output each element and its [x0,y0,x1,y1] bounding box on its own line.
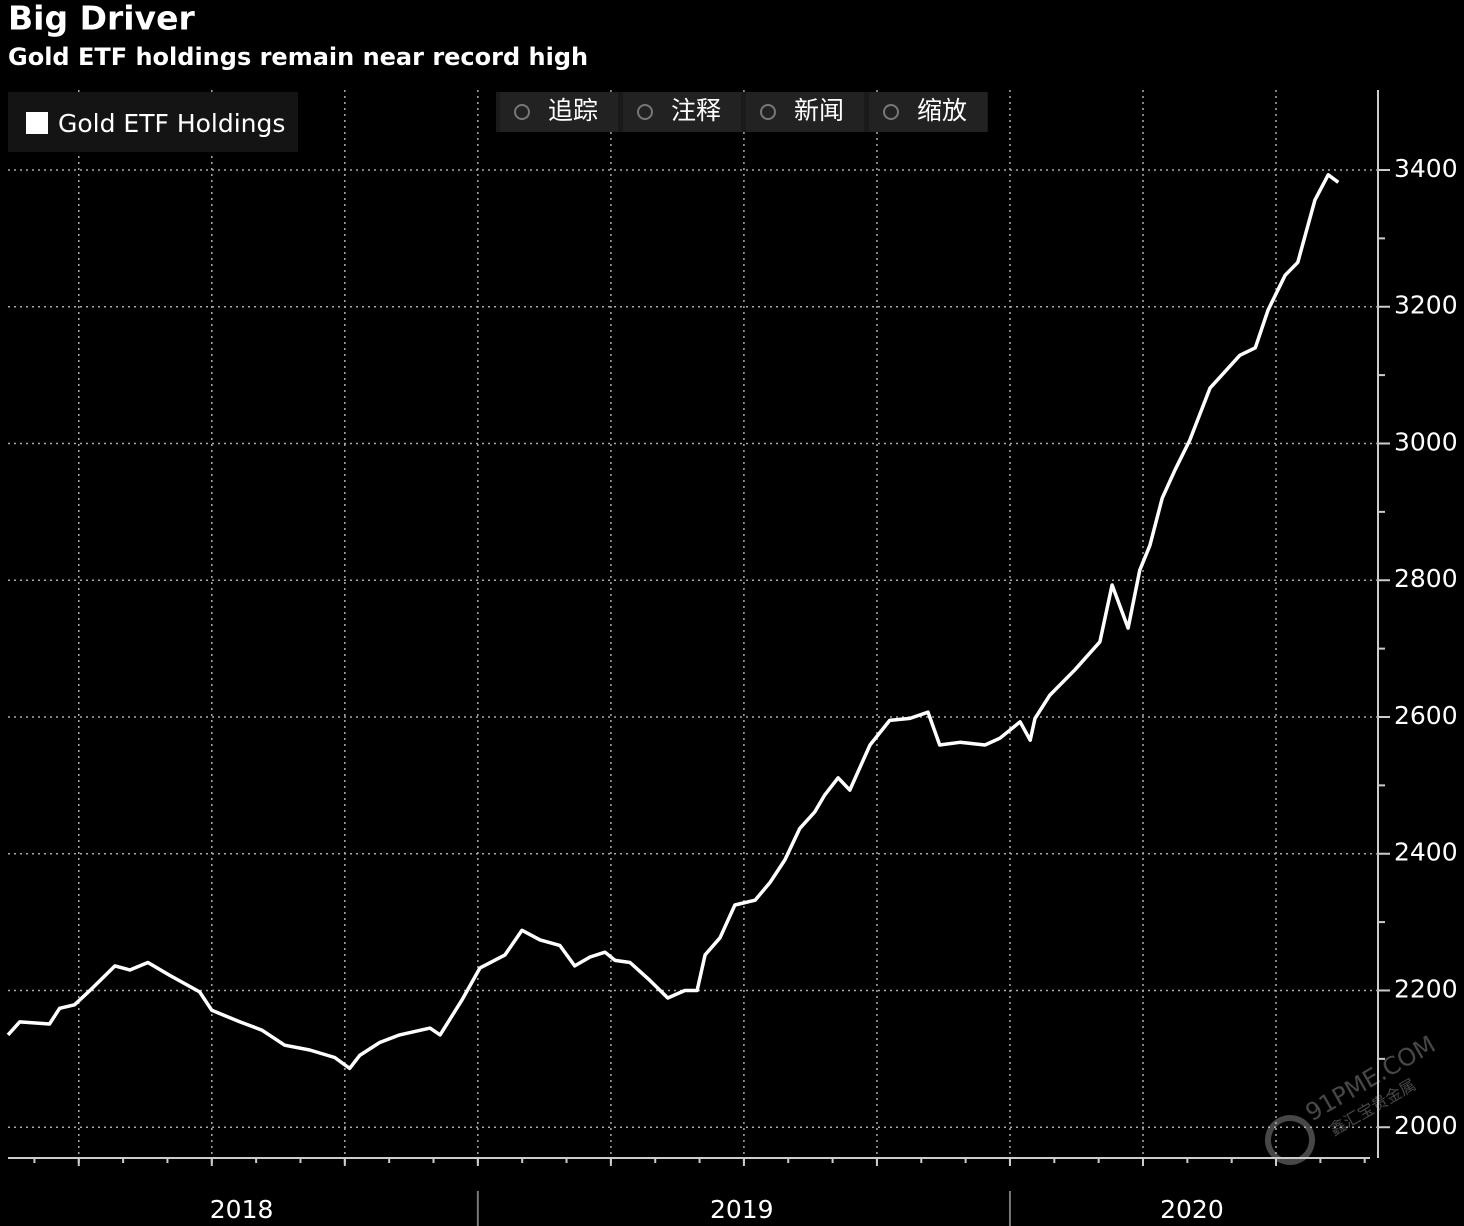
chart-title: Big Driver [8,0,195,38]
toolbar-icon [883,104,899,120]
legend-label: Gold ETF Holdings [58,109,285,138]
y-tick-label: 3400 [1394,154,1458,183]
y-tick-label: 2000 [1394,1111,1458,1140]
toolbar-label: 追踪 [548,96,598,125]
y-tick-label: 2400 [1394,838,1458,867]
toolbar-label: 新闻 [794,96,844,125]
toolbar-button[interactable] [623,92,741,132]
legend-box [8,92,298,152]
x-tick-label: 2018 [210,1195,274,1224]
x-tick-label: 2019 [710,1195,774,1224]
toolbar-button[interactable] [500,92,618,132]
x-tick-label: 2020 [1160,1195,1224,1224]
legend-swatch [26,112,48,134]
y-tick-label: 3000 [1394,427,1458,456]
chart-subtitle: Gold ETF holdings remain near record hig… [8,43,588,71]
toolbar-button[interactable] [746,92,864,132]
toolbar-button[interactable] [869,92,987,132]
y-tick-label: 2200 [1394,974,1458,1003]
toolbar-label: 注释 [671,96,721,125]
y-tick-label: 2600 [1394,701,1458,730]
toolbar-icon [760,104,776,120]
y-tick-label: 3200 [1394,291,1458,320]
toolbar-label: 缩放 [917,96,967,125]
y-tick-label: 2800 [1394,564,1458,593]
series-line [6,173,1340,1071]
toolbar-icon [637,104,653,120]
watermark-logo [1265,1115,1315,1165]
toolbar-icon [514,104,530,120]
